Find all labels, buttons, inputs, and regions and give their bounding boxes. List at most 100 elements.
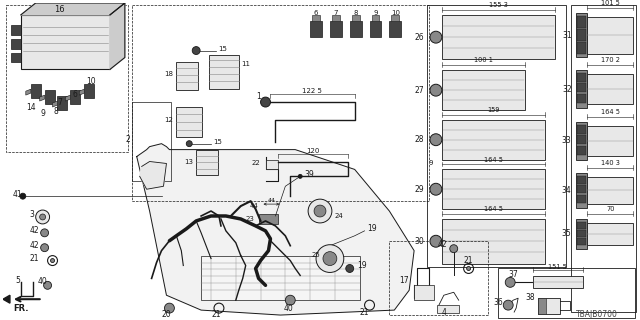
Text: 44: 44 <box>250 203 259 209</box>
Circle shape <box>308 199 332 223</box>
Text: 30: 30 <box>414 237 424 246</box>
Bar <box>84 84 94 98</box>
Text: 164 5: 164 5 <box>484 206 503 212</box>
Bar <box>31 84 41 98</box>
Bar <box>11 39 21 49</box>
Circle shape <box>298 174 302 178</box>
Circle shape <box>505 277 515 287</box>
Text: 40: 40 <box>38 277 47 286</box>
Text: 15: 15 <box>213 139 222 145</box>
Bar <box>70 90 80 104</box>
Bar <box>577 238 586 245</box>
Circle shape <box>164 303 174 313</box>
Text: 101 5: 101 5 <box>601 0 620 6</box>
Circle shape <box>36 210 49 224</box>
Circle shape <box>20 193 26 199</box>
Circle shape <box>44 281 52 289</box>
Text: 44: 44 <box>268 198 275 203</box>
Bar <box>310 21 322 37</box>
Text: 36: 36 <box>493 298 503 307</box>
Text: 3: 3 <box>29 210 35 219</box>
Bar <box>414 285 434 300</box>
Bar <box>196 150 218 175</box>
Text: 21: 21 <box>211 309 221 318</box>
Text: 155 3: 155 3 <box>489 2 508 8</box>
Circle shape <box>323 252 337 266</box>
Text: 140 3: 140 3 <box>601 161 620 166</box>
Text: 38: 38 <box>525 293 535 302</box>
Text: 25: 25 <box>311 252 320 258</box>
Bar <box>6 5 128 152</box>
Circle shape <box>192 47 200 54</box>
Text: 6: 6 <box>72 90 77 99</box>
Circle shape <box>260 97 271 107</box>
Bar <box>577 230 586 237</box>
Text: 17: 17 <box>399 276 409 285</box>
Text: 7: 7 <box>333 10 338 16</box>
Text: 37: 37 <box>508 270 518 279</box>
Circle shape <box>430 31 442 43</box>
Bar <box>45 90 54 104</box>
Bar <box>588 17 633 53</box>
Bar <box>437 305 459 313</box>
Bar <box>577 135 586 144</box>
Text: 35: 35 <box>562 229 572 238</box>
Text: 19: 19 <box>367 224 377 233</box>
Polygon shape <box>21 3 125 15</box>
Text: 10: 10 <box>391 10 400 16</box>
Text: 31: 31 <box>562 31 572 40</box>
Text: 11: 11 <box>241 61 250 68</box>
Bar <box>577 29 586 41</box>
Polygon shape <box>110 3 125 69</box>
Text: 170 2: 170 2 <box>601 58 620 63</box>
Bar <box>538 298 546 314</box>
Bar <box>259 214 278 224</box>
Bar <box>177 107 202 137</box>
Bar <box>575 122 588 159</box>
Text: 2: 2 <box>125 135 130 144</box>
Polygon shape <box>26 89 31 95</box>
Text: 1: 1 <box>256 92 260 100</box>
Text: 42: 42 <box>29 241 40 250</box>
Text: 24: 24 <box>335 213 344 219</box>
Bar <box>577 73 586 82</box>
Bar <box>201 256 360 300</box>
Bar <box>575 173 588 208</box>
Text: FR.: FR. <box>13 304 28 313</box>
Polygon shape <box>79 89 84 95</box>
Text: 29: 29 <box>414 185 424 194</box>
Text: 8: 8 <box>353 10 358 16</box>
Text: 42: 42 <box>437 240 447 249</box>
Text: 5: 5 <box>15 276 20 285</box>
Bar <box>588 177 633 204</box>
Circle shape <box>430 134 442 146</box>
Text: TBAJB0700: TBAJB0700 <box>577 309 618 318</box>
Circle shape <box>346 265 354 272</box>
Circle shape <box>41 229 49 237</box>
Bar <box>588 74 633 104</box>
Bar <box>575 13 588 58</box>
Bar <box>21 15 110 69</box>
Bar <box>442 70 525 110</box>
Text: 20: 20 <box>161 309 171 318</box>
Bar <box>442 169 545 209</box>
Circle shape <box>503 300 513 310</box>
Bar <box>577 222 586 229</box>
Text: 13: 13 <box>184 158 193 164</box>
Bar <box>389 241 488 315</box>
Text: 100 1: 100 1 <box>474 58 493 63</box>
Circle shape <box>430 84 442 96</box>
Text: 164 5: 164 5 <box>484 156 503 163</box>
Polygon shape <box>312 15 320 21</box>
Text: 26: 26 <box>414 33 424 42</box>
Text: 23: 23 <box>246 216 255 222</box>
Text: 122 5: 122 5 <box>302 88 322 94</box>
Text: 28: 28 <box>415 135 424 144</box>
Bar <box>427 5 566 268</box>
Text: 7: 7 <box>58 98 62 107</box>
Circle shape <box>285 295 295 305</box>
Bar <box>588 126 633 156</box>
Bar <box>577 146 586 155</box>
Circle shape <box>430 183 442 195</box>
Circle shape <box>316 245 344 272</box>
